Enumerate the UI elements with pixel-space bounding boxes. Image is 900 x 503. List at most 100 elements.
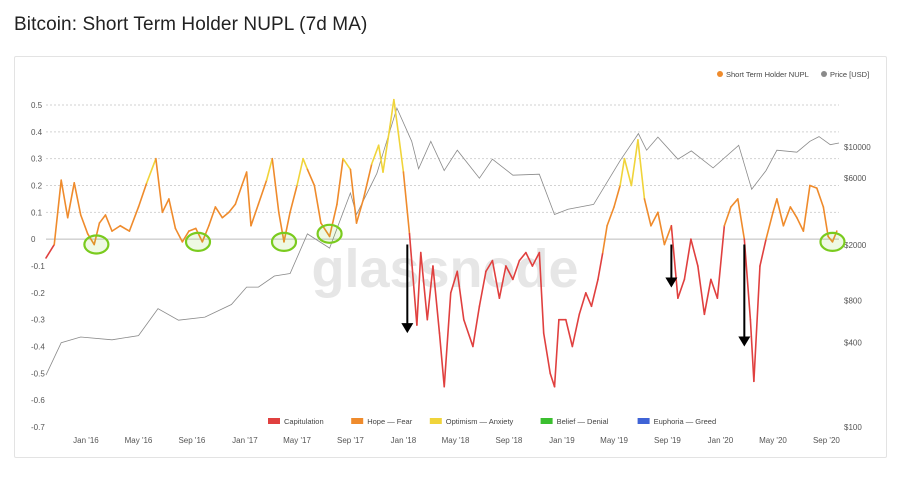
down-arrow-head [738, 336, 751, 347]
nupl-segment [512, 259, 521, 281]
y-right-tick-label: $100 [844, 423, 862, 432]
legend-bottom-label: Belief — Denial [557, 417, 609, 426]
nupl-segment [491, 259, 501, 299]
nupl-segment [601, 224, 608, 254]
nupl-segment [802, 184, 811, 232]
nupl-segment [416, 251, 422, 326]
nupl-segment [214, 206, 224, 219]
nupl-segment [549, 372, 556, 388]
nupl-segment [289, 184, 298, 214]
nupl-segment [355, 198, 365, 224]
y-right-tick-label: $800 [844, 297, 862, 306]
legend-swatch [540, 418, 553, 424]
nupl-segment [302, 157, 309, 171]
nupl-segment [809, 184, 818, 189]
nupl-segment [296, 157, 304, 187]
legend-bottom: Capitulation Hope — Fear Optimism — Anxiet… [268, 417, 716, 426]
nupl-segment [60, 179, 69, 219]
legend-swatch [637, 418, 650, 424]
nupl-segment [195, 227, 204, 243]
highlight-circle [316, 223, 343, 244]
nupl-segment [174, 227, 184, 243]
nupl-segment [265, 157, 274, 181]
highlight-circle [819, 231, 846, 252]
legend-top-label: Price [USD] [830, 70, 869, 79]
nupl-segment [336, 157, 344, 206]
x-tick-label: Sep '17 [337, 436, 364, 445]
nupl-segment [542, 332, 552, 375]
nupl-segment [789, 206, 798, 219]
nupl-segment [145, 157, 157, 184]
page-title: Bitcoin: Short Term Holder NUPL (7d MA) [14, 14, 368, 35]
nupl-segment [716, 224, 726, 299]
price-series [45, 106, 840, 376]
nupl-segment [342, 157, 352, 171]
nupl-segment [377, 144, 384, 173]
legend-top-marker [717, 71, 723, 77]
price-line [45, 106, 840, 376]
nupl-segment [827, 235, 834, 243]
y-left-tick-label: 0.5 [31, 101, 43, 110]
nupl-segment [79, 214, 89, 235]
nupl-segment [697, 265, 706, 316]
nupl-segment [277, 211, 285, 243]
y-left-tick-label: 0.1 [31, 208, 43, 217]
nupl-segment [643, 198, 652, 227]
nupl-segment [690, 238, 699, 267]
nupl-segment [571, 313, 581, 348]
legend-bottom-label: Optimism — Anxiety [446, 417, 514, 426]
nupl-segment [111, 224, 122, 232]
nupl-segment [796, 216, 805, 232]
nupl-segment [257, 179, 268, 206]
nupl-segment [320, 222, 331, 238]
y-axis-right: $10000 $6000 $2000 $800 $400 $100 [844, 143, 871, 432]
nupl-segment [241, 171, 248, 187]
nupl-segment [128, 206, 140, 232]
nupl-segment [670, 224, 679, 299]
x-tick-label: Sep '16 [178, 436, 205, 445]
legend-bottom-label: Hope — Fear [367, 417, 413, 426]
x-tick-label: Jan '17 [232, 436, 258, 445]
nupl-segment [518, 251, 527, 262]
nupl-segment [221, 211, 230, 219]
y-left-tick-label: -0.3 [31, 316, 45, 325]
legend-top: Short Term Holder NUPL Price [USD] [717, 70, 869, 79]
x-tick-label: Jan '20 [708, 436, 734, 445]
nupl-segment [245, 171, 252, 227]
x-axis: Jan '16 May '16 Sep '16 Jan '17 May '17 Sep '… [73, 436, 840, 445]
nupl-segment [393, 98, 400, 133]
nupl-segment [362, 163, 373, 200]
nupl-segment [606, 206, 615, 227]
nupl-segment [782, 206, 792, 227]
nupl-segment [98, 214, 107, 224]
nupl-segment [553, 318, 560, 388]
nupl-segment [619, 157, 626, 187]
grid-lines [46, 104, 839, 240]
nupl-segment [657, 211, 666, 246]
y-left-tick-label: -0.5 [31, 369, 45, 378]
nupl-segment [613, 184, 621, 208]
legend-swatch [429, 418, 442, 424]
nupl-segment [419, 251, 429, 321]
nupl-segment [590, 278, 599, 308]
x-tick-label: Jan '18 [391, 436, 417, 445]
nupl-segment [73, 182, 82, 216]
nupl-segment [650, 211, 659, 227]
y-left-tick-label: -0.7 [31, 423, 45, 432]
x-tick-label: May '18 [442, 436, 470, 445]
nupl-segment [585, 292, 593, 308]
nupl-segment [426, 265, 434, 321]
nupl-segment [66, 182, 76, 219]
nupl-segment [498, 265, 507, 299]
nupl-segment [161, 198, 170, 214]
nupl-segment [306, 168, 316, 187]
nupl-segment [816, 187, 825, 208]
watermark-text: glassnode [311, 239, 578, 299]
nupl-segment [370, 144, 380, 165]
nupl-segment [677, 278, 686, 299]
y-left-tick-label: 0.3 [31, 155, 43, 164]
x-tick-label: May '20 [759, 436, 787, 445]
nupl-segment [822, 206, 829, 238]
nupl-segment [630, 139, 639, 187]
nupl-segment [443, 292, 452, 388]
